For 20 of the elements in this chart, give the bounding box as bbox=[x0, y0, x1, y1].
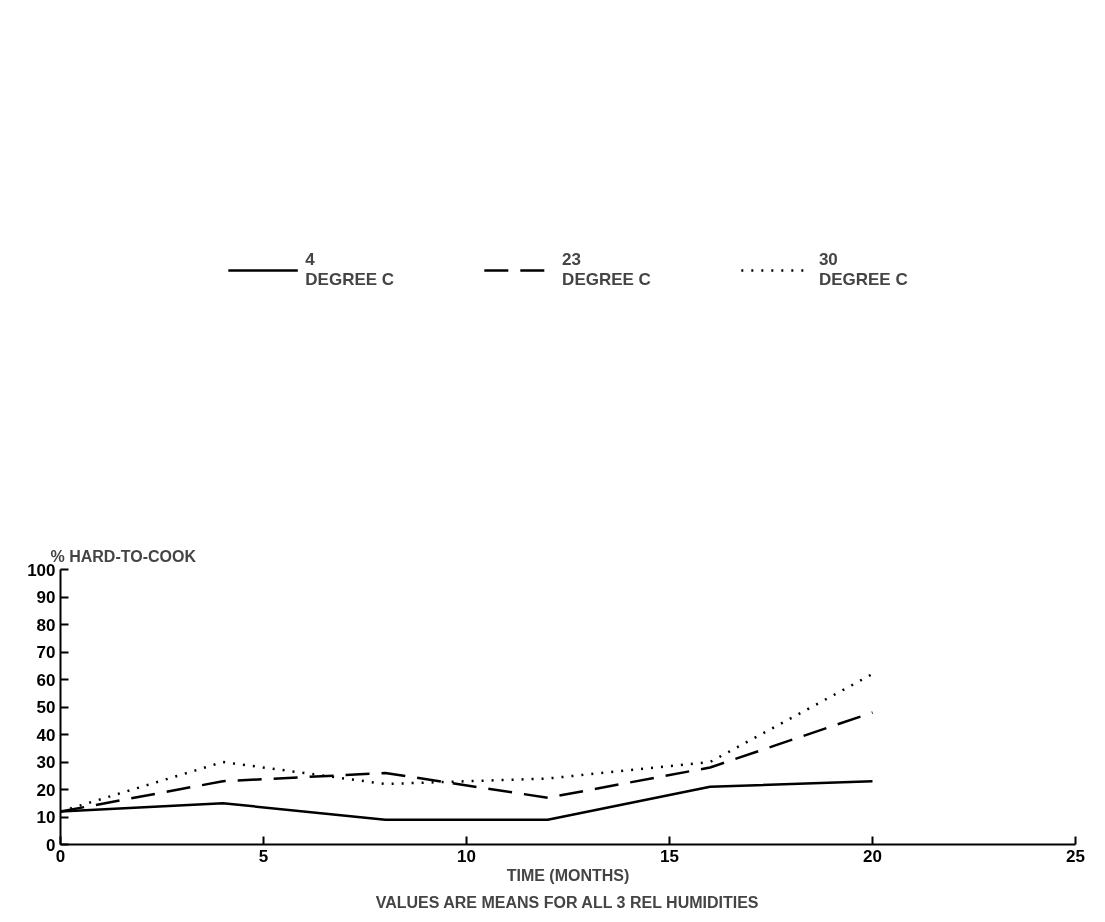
x-tick-label: 15 bbox=[660, 846, 679, 866]
y-tick-label: 30 bbox=[36, 753, 56, 772]
y-tick-label: 60 bbox=[36, 670, 56, 690]
legend-label: 4 DEGREE C bbox=[305, 249, 395, 290]
y-tick-label: 90 bbox=[36, 588, 56, 607]
y-tick-label: 70 bbox=[36, 643, 56, 662]
y-axis-title: % HARD-TO-COOK bbox=[50, 547, 197, 565]
text: VALUES ARE MEANS FOR ALL 3 REL HUMIDITIES bbox=[375, 893, 759, 911]
x-axis-title: TIME (MONTHS) bbox=[506, 866, 630, 884]
legend-label: 23 DEGREE C bbox=[562, 249, 651, 290]
x-tick-label: 10 bbox=[457, 846, 476, 866]
y-tick-label: 80 bbox=[36, 615, 56, 635]
legend-label: 30 DEGREE C bbox=[818, 249, 908, 290]
x-tick-label: 25 bbox=[1066, 846, 1085, 866]
y-tick-label: 40 bbox=[36, 725, 56, 745]
y-tick-label: 50 bbox=[36, 698, 56, 717]
x-tick-label: 20 bbox=[863, 846, 882, 866]
y-tick-label: 20 bbox=[36, 780, 56, 800]
y-tick-label: 10 bbox=[36, 808, 56, 827]
x-tick-label: 5 bbox=[258, 846, 269, 866]
